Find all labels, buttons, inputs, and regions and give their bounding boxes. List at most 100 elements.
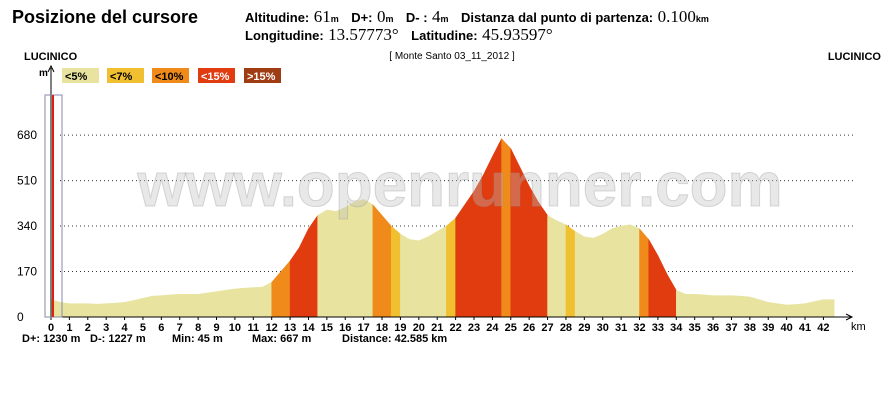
y-tick-label: 0 [17,310,24,324]
profile-segment [602,228,613,318]
x-tick-label: 4 [122,322,129,334]
profile-segment [630,224,640,318]
legend-swatch [244,68,281,83]
x-tick-label: 41 [799,322,811,334]
x-tick-label: 9 [213,322,219,334]
x-tick-label: 17 [358,322,370,334]
profile: www.openrunner.com [50,137,835,318]
profile-segment [804,301,815,318]
x-tick-label: 0 [48,322,54,334]
altitude-value: 61 [314,7,331,26]
profile-segment [712,295,723,318]
profile-segment [685,294,695,318]
summary-distance: Distance: 42.585 km [342,333,447,345]
x-tick-label: 22 [449,322,461,334]
summary-d-plus: D+: 1230 m [22,333,81,345]
legend-label: <10% [155,71,184,83]
dplus-value: 0 [377,7,386,26]
profile-segment [455,203,466,318]
x-tick-label: 7 [177,322,183,334]
x-arrow [845,313,854,321]
profile-segment [777,303,787,318]
legend-swatch [62,68,99,83]
profile-segment [253,286,263,318]
profile-segment [556,220,567,318]
legend-swatch [107,68,144,83]
x-tick-label: 11 [247,322,259,334]
profile-segment [161,294,171,318]
header-line-2: Longitudine: 13.57773° Latitudine: 45.93… [245,25,553,44]
x-tick-label: 1 [66,322,72,334]
summary-d-minus: D-: 1227 m [90,333,146,345]
profile-segment [593,233,603,318]
profile-segment [786,304,797,318]
profile-segment [188,294,199,318]
x-tick-label: 38 [744,322,756,334]
x-tick-label: 26 [523,322,535,334]
profile-segment [767,302,778,318]
legend-label: <15% [201,71,230,83]
legend: <5% <7% <10% <15% >15% [62,68,281,83]
cursor [44,94,63,318]
profile-segment [262,281,272,318]
end-label: LUCINICO [828,51,882,63]
x-tick-label: 20 [413,322,425,334]
profile-segment [151,295,162,318]
profile-segment [280,260,291,318]
profile-segment [78,303,89,318]
dminus-value: 4 [432,7,441,26]
altitude-unit: m [331,14,339,24]
x-tick-label: 34 [670,322,683,334]
profile-segment [795,303,806,318]
profile-segment [372,203,383,318]
x-tick-label: 10 [229,322,241,334]
profile-segment [105,302,116,318]
profile-segment [620,224,631,318]
x-tick-label: 24 [486,322,499,334]
dminus-unit: m [441,14,449,24]
x-tick-label: 18 [376,322,388,334]
x-tick-label: 35 [689,322,701,334]
subtitle: [ Monte Santo 03_11_2012 ] [389,51,515,62]
summary: D+: 1230 m D-: 1227 m Min: 45 m Max: 667 m D… [22,333,447,345]
latitude-value: 45.93597° [482,25,553,44]
profile-segment [87,303,98,318]
legend-label: >15% [247,71,276,83]
x-tick-label: 37 [725,322,737,334]
profile-segment [648,238,659,318]
profile-segment [335,206,346,318]
x-tick-label: 36 [707,322,719,334]
profile-segment [115,302,125,318]
profile-segment [584,236,594,318]
summary-max: Max: 667 m [252,333,312,345]
dplus-label: D+: [351,10,372,25]
profile-segment [427,230,438,318]
profile-segment [133,297,144,318]
x-tick-label: 32 [633,322,645,334]
altitude-label: Altitudine: [245,10,309,25]
x-tick-label: 33 [652,322,664,334]
profile-segment [657,255,668,318]
dminus-label: D- : [406,10,428,25]
profile-segment [436,225,447,318]
profile-segment [813,299,824,318]
header-title: Posizione del cursore [12,7,198,27]
profile-segment [234,287,245,318]
latitude-label: Latitudine: [411,28,477,43]
x-tick-label: 16 [339,322,351,334]
profile-segment [289,246,300,318]
longitude-label: Longitudine: [245,28,324,43]
profile-segment [207,291,217,318]
x-tick-label: 3 [103,322,109,334]
header-line-1: Altitudine: 61m D+: 0m D- : 4m Distanza … [245,7,709,26]
legend-label: <7% [110,71,133,83]
profile-segment [547,214,557,318]
x-tick-label: 28 [560,322,572,334]
x-tick-label: 15 [321,322,333,334]
profile-segment [96,303,107,318]
longitude-value: 13.57773° [328,25,399,44]
distance-value: 0.100 [658,7,696,26]
x-tick-label: 21 [431,322,443,334]
watermark: www.openrunner.com [136,151,782,220]
